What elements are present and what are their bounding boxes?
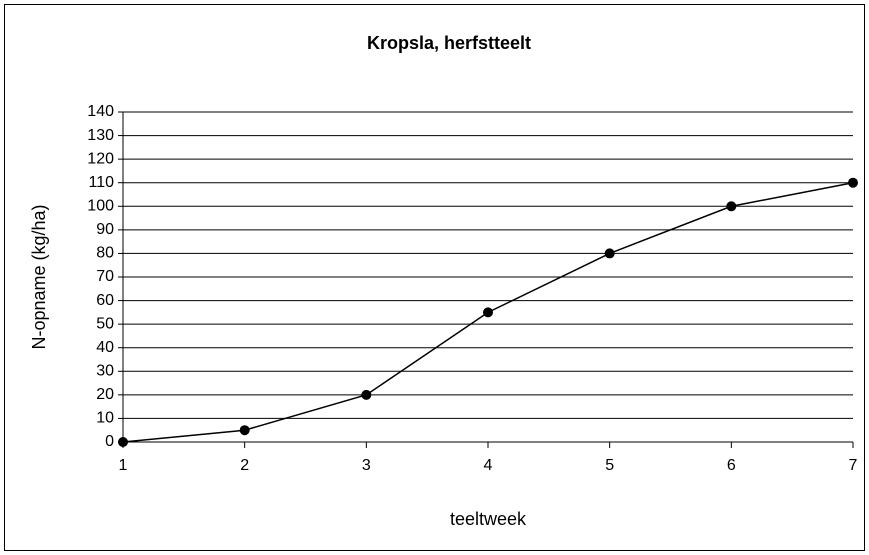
y-tick-label: 60 xyxy=(96,292,114,309)
data-point xyxy=(118,437,128,447)
x-tick-label: 4 xyxy=(484,457,493,474)
y-tick-label: 30 xyxy=(96,363,114,380)
y-tick-label: 90 xyxy=(96,221,114,238)
data-point xyxy=(848,177,858,188)
data-point xyxy=(361,389,372,400)
data-point xyxy=(239,425,250,436)
y-tick-label: 120 xyxy=(87,150,114,167)
y-tick-label: 110 xyxy=(88,174,114,191)
y-tick-label: 100 xyxy=(87,198,114,215)
x-tick-label: 1 xyxy=(119,457,128,474)
x-tick-label: 2 xyxy=(240,457,249,474)
y-tick-label: 70 xyxy=(96,268,114,285)
y-tick-label: 0 xyxy=(105,433,114,450)
chart-title: Kropsla, herfstteelt xyxy=(367,33,531,53)
x-axis-label: teeltweek xyxy=(450,509,527,529)
y-tick-label: 40 xyxy=(96,339,114,356)
y-axis-label: N-opname (kg/ha) xyxy=(29,204,49,349)
x-tick-label: 5 xyxy=(605,457,614,474)
y-tick-label: 140 xyxy=(87,103,114,120)
y-tick-label: 10 xyxy=(96,410,114,427)
x-tick-label: 3 xyxy=(362,457,371,474)
y-tick-label: 50 xyxy=(96,315,114,332)
x-tick-label: 6 xyxy=(727,457,736,474)
y-tick-label: 20 xyxy=(96,386,114,403)
y-tick-label: 80 xyxy=(96,245,114,262)
x-tick-label: 7 xyxy=(849,457,858,474)
data-point xyxy=(483,307,493,318)
data-point xyxy=(604,248,615,259)
y-tick-label: 130 xyxy=(87,127,114,144)
data-point xyxy=(726,201,737,212)
